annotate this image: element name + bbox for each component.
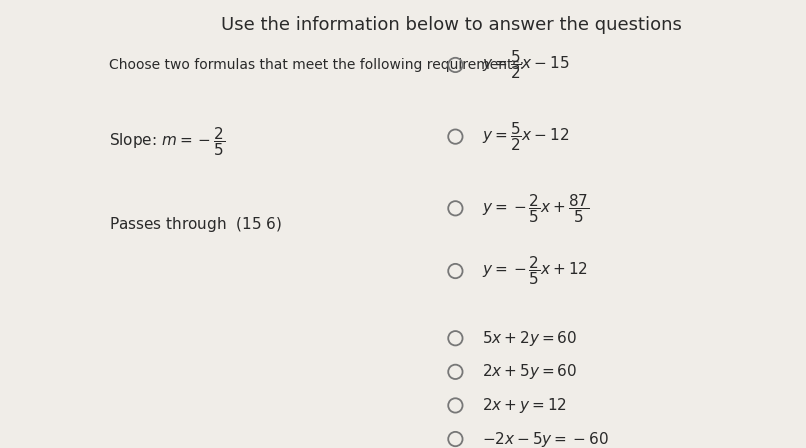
Text: Passes through  $(15\ 6)$: Passes through $(15\ 6)$ — [109, 215, 282, 234]
Text: $y = -\dfrac{2}{5}x + 12$: $y = -\dfrac{2}{5}x + 12$ — [482, 254, 588, 288]
Text: Use the information below to answer the questions: Use the information below to answer the … — [221, 16, 682, 34]
Text: $2x + y = 12$: $2x + y = 12$ — [482, 396, 567, 415]
Text: $y = \dfrac{5}{2}x - 15$: $y = \dfrac{5}{2}x - 15$ — [482, 48, 570, 82]
Text: Choose two formulas that meet the following requirements:: Choose two formulas that meet the follow… — [109, 58, 524, 72]
Text: $5x + 2y = 60$: $5x + 2y = 60$ — [482, 329, 577, 348]
Text: Slope: $m = -\dfrac{2}{5}$: Slope: $m = -\dfrac{2}{5}$ — [109, 125, 225, 158]
Text: $y = -\dfrac{2}{5}x + \dfrac{87}{5}$: $y = -\dfrac{2}{5}x + \dfrac{87}{5}$ — [482, 192, 590, 225]
Text: $-2x - 5y = -60$: $-2x - 5y = -60$ — [482, 430, 609, 448]
Text: $2x + 5y = 60$: $2x + 5y = 60$ — [482, 362, 577, 381]
Text: $y = \dfrac{5}{2}x - 12$: $y = \dfrac{5}{2}x - 12$ — [482, 120, 569, 153]
